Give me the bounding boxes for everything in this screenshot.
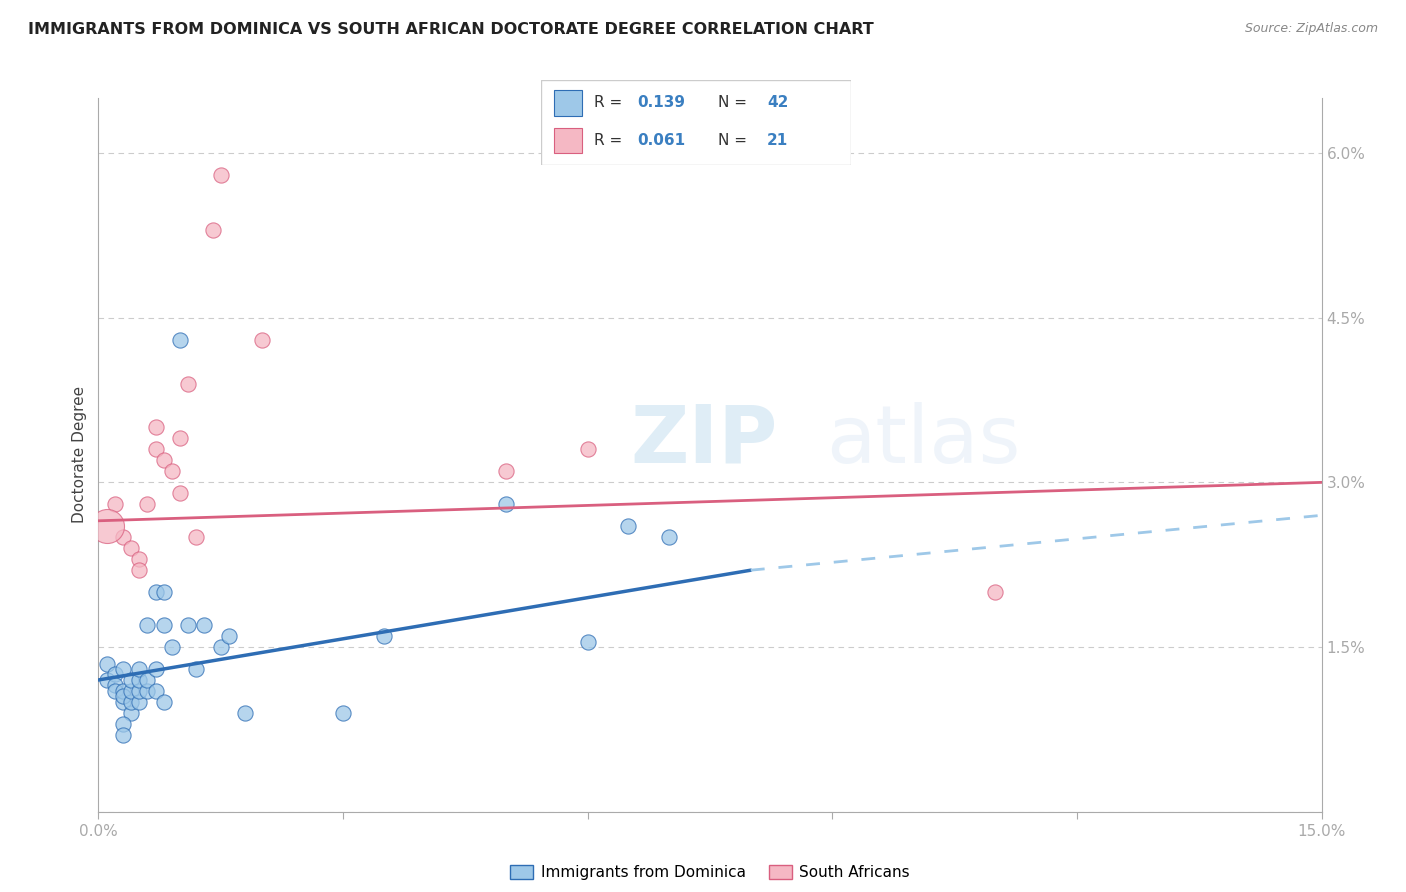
Point [145,585,167,599]
Text: 0.139: 0.139 [637,95,685,111]
Text: Source: ZipAtlas.com: Source: ZipAtlas.com [1244,22,1378,36]
Point [96,657,118,671]
Point [111,695,134,709]
Point [169,432,191,446]
Point [136,673,159,687]
Legend: Immigrants from Dominica, South Africans: Immigrants from Dominica, South Africans [505,859,915,886]
Point [186,530,208,544]
Point [104,684,127,698]
Point [193,618,215,632]
Point [658,530,681,544]
Point [152,695,174,709]
Text: atlas: atlas [827,401,1021,480]
Point [250,333,273,347]
Text: R =: R = [593,133,627,148]
Point [111,690,134,704]
Point [160,464,183,478]
Point [169,486,191,500]
FancyBboxPatch shape [554,90,582,116]
Point [160,640,183,654]
Text: IMMIGRANTS FROM DOMINICA VS SOUTH AFRICAN DOCTORATE DEGREE CORRELATION CHART: IMMIGRANTS FROM DOMINICA VS SOUTH AFRICA… [28,22,875,37]
Point [128,684,150,698]
Point [145,420,167,434]
Point [177,376,200,391]
Point [104,667,127,681]
FancyBboxPatch shape [554,128,582,153]
Text: 42: 42 [768,95,789,111]
Y-axis label: Doctorate Degree: Doctorate Degree [72,386,87,524]
Point [120,706,142,720]
Point [233,706,256,720]
Point [209,640,232,654]
Point [576,442,599,457]
Text: N =: N = [717,95,751,111]
Point [120,684,142,698]
Point [145,684,167,698]
Point [136,497,159,511]
Point [104,497,127,511]
Point [332,706,354,720]
Text: N =: N = [717,133,751,148]
Point [111,728,134,742]
Point [128,662,150,676]
Point [152,453,174,467]
Point [169,333,191,347]
Point [128,563,150,577]
Point [120,673,142,687]
Point [111,684,134,698]
Text: ZIP: ZIP [630,401,778,480]
Point [136,618,159,632]
Point [111,530,134,544]
Point [120,541,142,556]
Point [218,629,240,643]
Point [495,497,517,511]
Point [128,695,150,709]
Point [145,442,167,457]
Point [136,684,159,698]
Point [128,673,150,687]
Point [152,585,174,599]
FancyBboxPatch shape [541,80,851,165]
Point [209,168,232,182]
Text: 0.061: 0.061 [637,133,685,148]
Point [104,678,127,692]
Point [96,519,118,533]
Point [373,629,395,643]
Point [145,662,167,676]
Point [120,695,142,709]
Text: 21: 21 [768,133,789,148]
Point [177,618,200,632]
Point [96,673,118,687]
Point [201,223,224,237]
Point [576,634,599,648]
Point [617,519,640,533]
Text: R =: R = [593,95,627,111]
Point [186,662,208,676]
Point [984,585,1007,599]
Point [152,618,174,632]
Point [111,717,134,731]
Point [495,464,517,478]
Point [111,662,134,676]
Point [128,552,150,566]
